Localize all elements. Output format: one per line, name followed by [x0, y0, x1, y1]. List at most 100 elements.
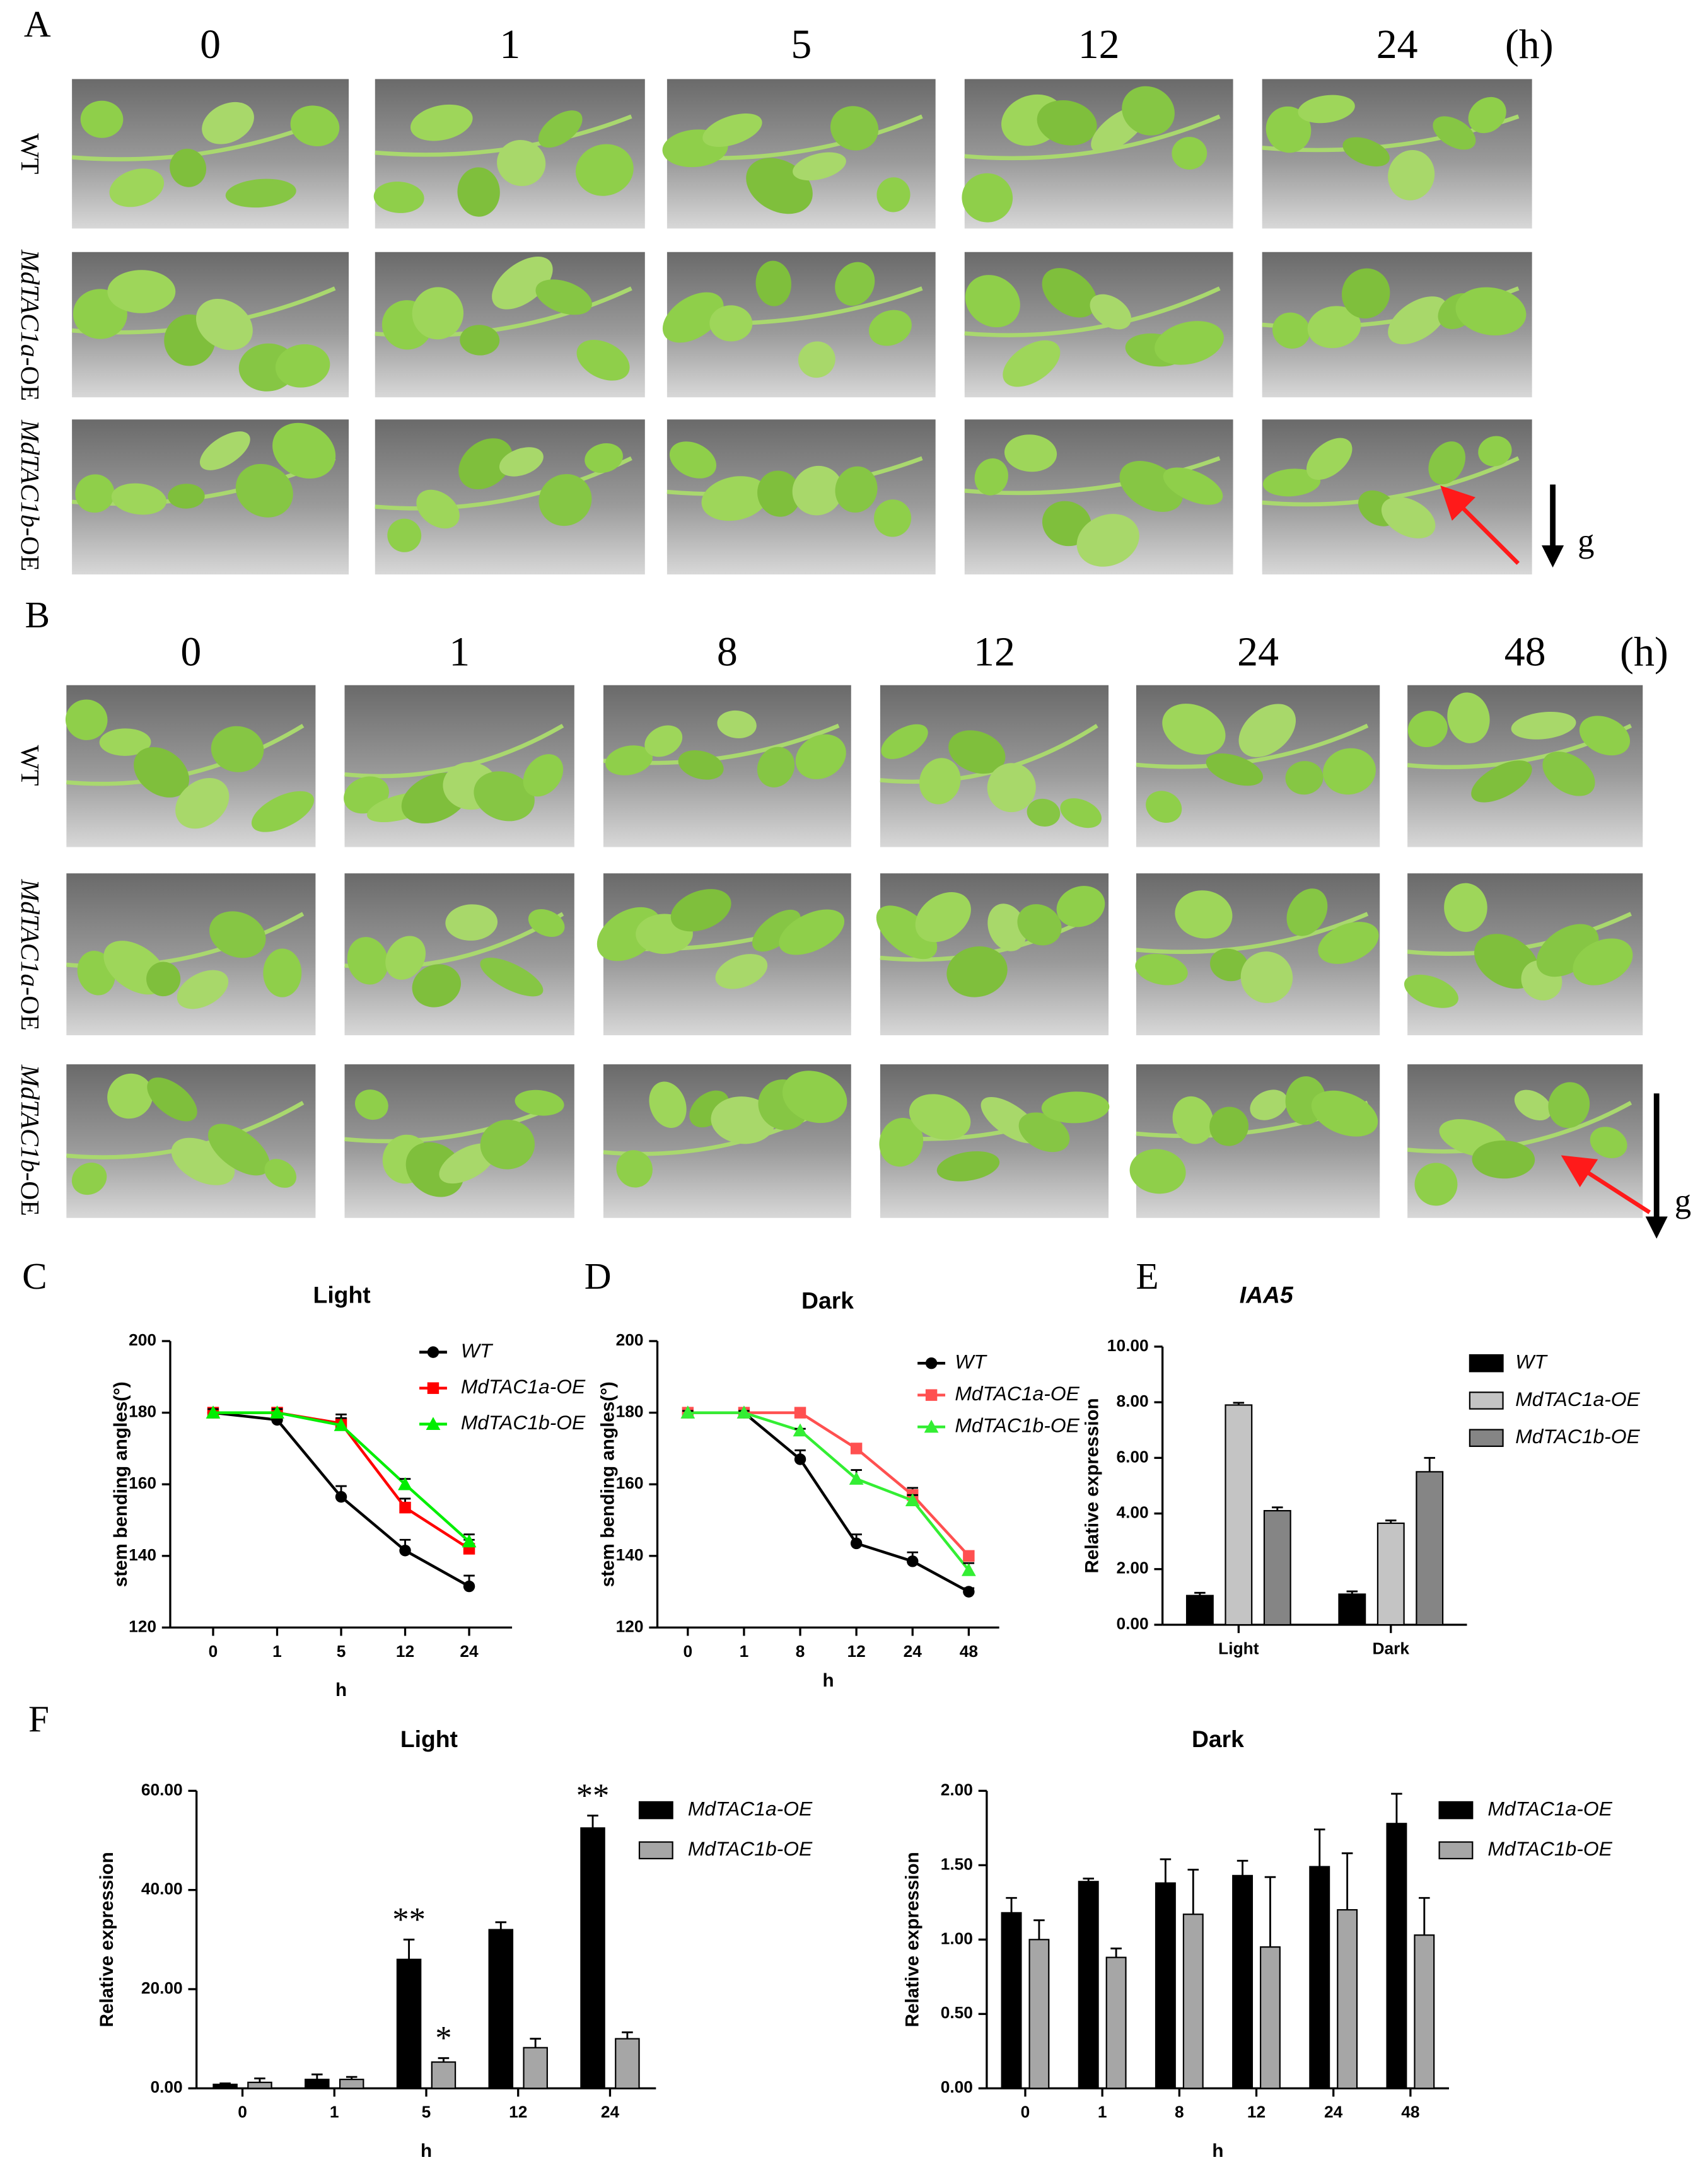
x-tick-label: Dark	[1373, 1639, 1410, 1658]
row-gene: MdTAC1a	[15, 249, 44, 357]
leaf	[965, 275, 1020, 328]
plant-photo	[1129, 1064, 1380, 1218]
stem	[1136, 912, 1369, 955]
stem	[964, 286, 1221, 337]
bar	[1182, 1914, 1204, 2089]
error-bar	[1419, 1896, 1430, 1936]
legend-label: MdTAC1a-OE	[1487, 1798, 1612, 1820]
error-bar	[587, 1815, 598, 1828]
plant-photo	[666, 419, 936, 575]
error-bar	[1313, 1828, 1325, 1867]
point	[270, 1405, 284, 1419]
bar	[1001, 1912, 1022, 2089]
leaf	[1210, 948, 1248, 982]
error-bar	[1341, 1852, 1353, 1910]
x-axis-label: h	[421, 2140, 432, 2161]
row-gene: WT	[15, 745, 44, 786]
x-tick-label: 8	[796, 1642, 805, 1661]
significance: *	[435, 2020, 451, 2057]
point	[334, 1418, 349, 1431]
bar	[247, 2081, 272, 2089]
gravity-arrowhead	[1542, 545, 1564, 568]
panel-label: B	[25, 594, 50, 636]
point	[849, 1472, 864, 1485]
plant-photo	[603, 685, 851, 847]
row-label: WT	[15, 134, 44, 175]
point	[905, 1493, 920, 1507]
legend-swatch	[1438, 1841, 1474, 1860]
leaf	[480, 957, 544, 997]
leaf	[99, 728, 151, 756]
leaf	[1514, 1089, 1552, 1121]
row-suffix: -OE	[15, 987, 44, 1030]
leaf	[412, 287, 464, 340]
plant-photo	[1262, 419, 1532, 575]
leaf	[1041, 1091, 1110, 1124]
leaf	[109, 168, 165, 207]
error-bar	[1006, 1896, 1017, 1913]
leaf	[974, 458, 1008, 496]
bar	[212, 2083, 238, 2089]
x-tick-label: 12	[509, 2103, 527, 2122]
leaf	[881, 724, 928, 759]
panel-label: F	[28, 1698, 49, 1740]
leaf	[1003, 340, 1061, 387]
error-bar	[1346, 1590, 1358, 1594]
error-bar	[1187, 1868, 1199, 1915]
plant-photo	[603, 1064, 851, 1218]
y-tick-label: 40.00	[141, 1879, 183, 1898]
plant-photo	[1136, 685, 1380, 847]
leaf	[1542, 752, 1595, 796]
gravity-label: g	[1675, 1183, 1691, 1219]
time-label: 0	[180, 629, 201, 675]
row-gene: MdTAC1b	[15, 1064, 44, 1173]
legend-label: MdTAC1b-OE	[955, 1414, 1079, 1437]
leaf	[1250, 1089, 1288, 1120]
leaf	[1262, 468, 1321, 497]
plant-photo	[66, 873, 316, 1036]
point	[398, 1477, 412, 1490]
leaf	[1323, 748, 1376, 795]
row-label: MdTAC1b-OE	[15, 1064, 44, 1216]
point	[206, 1405, 221, 1419]
leaf	[225, 178, 296, 208]
leaf	[987, 763, 1036, 813]
y-tick-label: 140	[616, 1545, 644, 1564]
leaf	[1163, 467, 1223, 505]
x-axis-label: h	[823, 1670, 834, 1691]
leaf	[75, 474, 115, 513]
leaf	[460, 325, 500, 356]
legend-label: MdTAC1b-OE	[688, 1837, 813, 1860]
plant-photo	[375, 252, 645, 398]
leaf	[1056, 886, 1105, 927]
leaf	[1175, 890, 1233, 939]
error-bar	[1424, 1456, 1436, 1472]
x-tick-label: 8	[1175, 2103, 1184, 2122]
leaf	[1135, 953, 1188, 985]
bar	[1338, 1593, 1366, 1626]
leaf	[1318, 922, 1379, 964]
leaf	[457, 167, 500, 217]
leaf	[1037, 100, 1097, 146]
leaf	[879, 1118, 924, 1167]
plant-photo	[71, 419, 349, 575]
plant-photo	[596, 873, 851, 1036]
plant-photo	[344, 685, 574, 847]
leaf	[347, 937, 388, 985]
bar	[1416, 1471, 1444, 1626]
error-bar	[1272, 1506, 1283, 1511]
bar	[488, 1929, 514, 2089]
legend-label: MdTAC1a-OE	[955, 1382, 1079, 1405]
leaf	[474, 771, 535, 822]
stem	[1407, 1101, 1632, 1154]
stem	[1136, 723, 1369, 769]
y-tick-label: 0.00	[150, 2077, 182, 2096]
y-tick-label: 160	[616, 1473, 644, 1492]
y-tick-label: 1.50	[941, 1854, 973, 1873]
plant-photo	[71, 79, 349, 229]
leaf	[669, 441, 716, 479]
chart-title: Light	[400, 1726, 458, 1752]
leaf	[147, 1077, 197, 1122]
time-label: 12	[1078, 21, 1120, 67]
leaf	[208, 1124, 270, 1176]
